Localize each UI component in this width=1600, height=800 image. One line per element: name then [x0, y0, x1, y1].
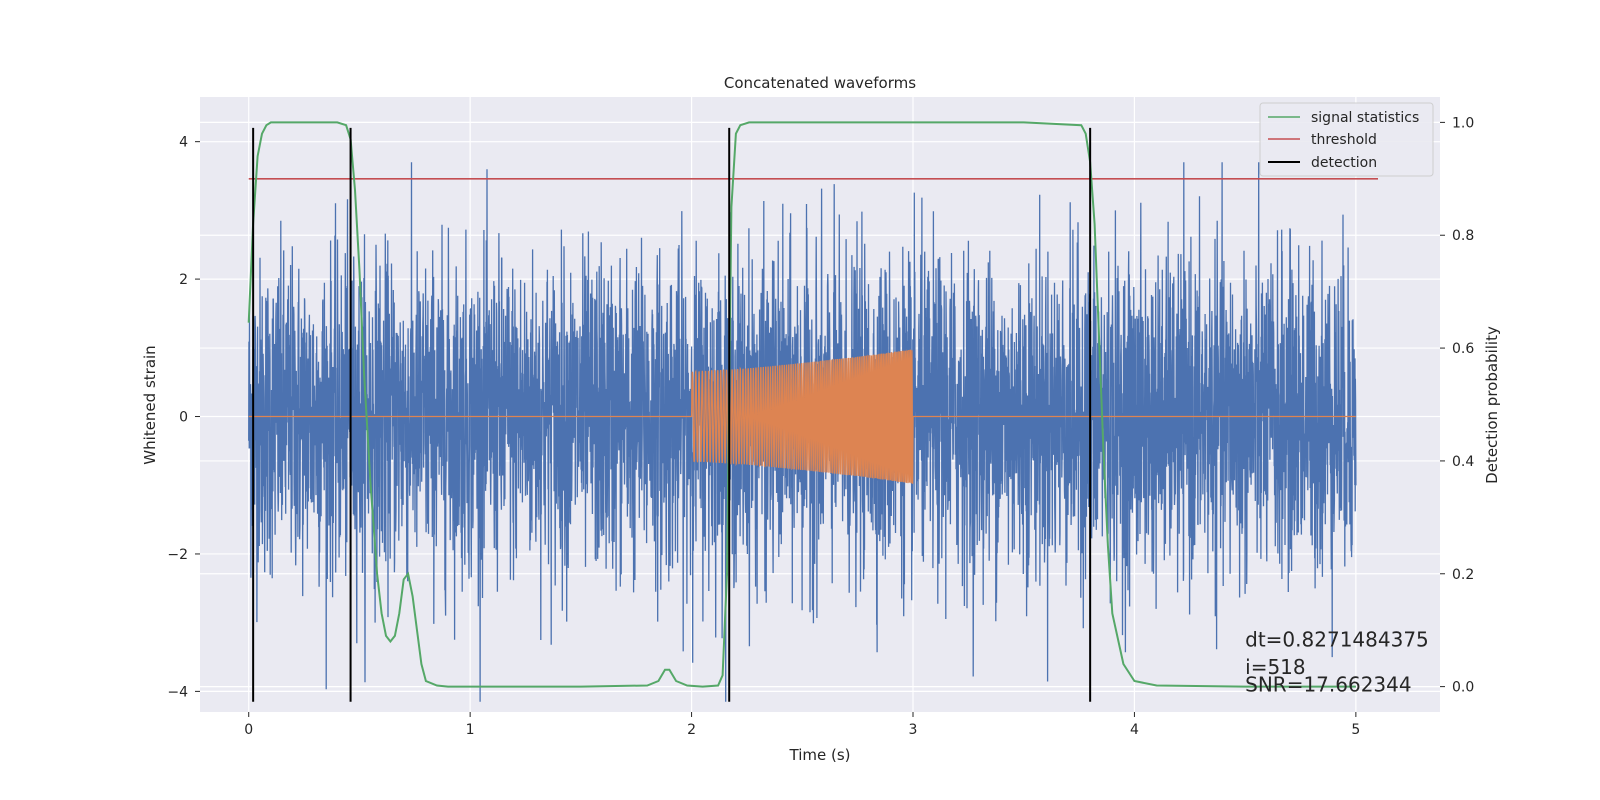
legend: signal statistics threshold detection	[1259, 102, 1434, 177]
y-tick-label: −2	[167, 547, 188, 563]
annotation-text: SNR=17.662344	[1245, 672, 1411, 696]
y-right-tick-label: 0.6	[1452, 341, 1474, 357]
y-right-tick-label: 0.0	[1452, 680, 1474, 696]
y-tick-label: 0	[179, 410, 188, 426]
y-axis-right-label: Detection probability	[1483, 326, 1501, 484]
y-right-tick-label: 0.4	[1452, 454, 1474, 470]
legend-label-statistics: signal statistics	[1311, 110, 1419, 126]
y-tick-label: 2	[179, 272, 188, 288]
y-right-tick-label: 0.2	[1452, 567, 1474, 583]
annotation-text: i=518	[1245, 655, 1306, 679]
y-tick-label: −4	[167, 684, 188, 700]
legend-label-threshold: threshold	[1311, 132, 1377, 148]
x-tick-label: 1	[466, 722, 475, 738]
legend-label-detection: detection	[1311, 155, 1377, 171]
chart-title: Concatenated waveforms	[724, 74, 916, 92]
y-tick-label: 4	[179, 135, 188, 151]
legend-box	[1259, 102, 1434, 177]
annotation-text: dt=0.8271484375	[1245, 628, 1429, 652]
x-tick-label: 4	[1130, 722, 1139, 738]
x-axis-label: Time (s)	[789, 746, 851, 764]
y-right-tick-label: 0.8	[1452, 228, 1474, 244]
y-right-tick-label: 1.0	[1452, 115, 1474, 131]
axes-layer: 0 1 2 3 4 5 −4 −2 0 2 4 0.0 0.2 0.4 0.6 0.8 1.0	[167, 115, 1474, 738]
x-tick-label: 3	[909, 722, 918, 738]
x-tick-label: 5	[1351, 722, 1360, 738]
y-axis-label: Whitened strain	[141, 345, 159, 464]
x-tick-label: 2	[687, 722, 696, 738]
x-tick-label: 0	[244, 722, 253, 738]
series-layer	[247, 121, 1378, 702]
